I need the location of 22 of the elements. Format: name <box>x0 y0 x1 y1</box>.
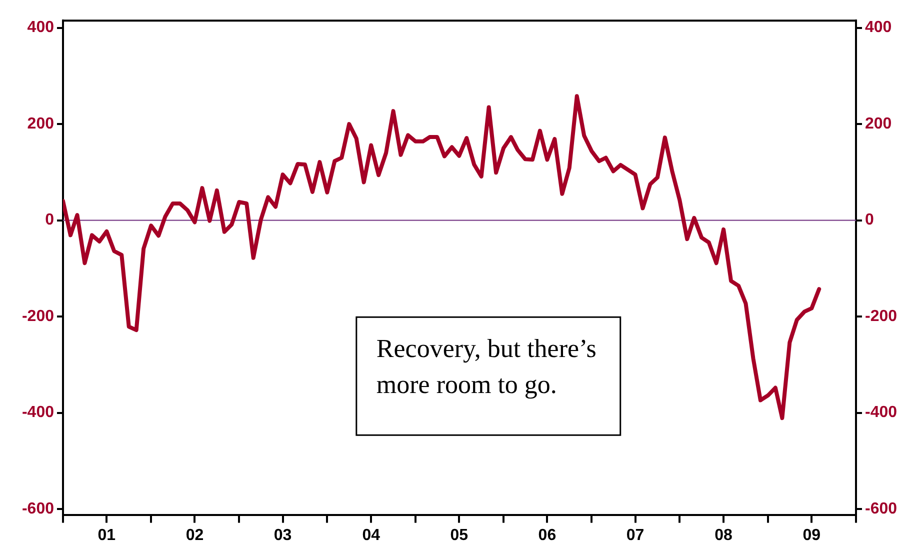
y2-tick-label: 400 <box>865 19 892 36</box>
y2-tick-label: 0 <box>865 212 874 229</box>
y-tick-label: 0 <box>45 212 54 229</box>
x-tick-label: 07 <box>626 526 644 544</box>
y-tick-label: -600 <box>22 500 54 518</box>
y-tick-label: -200 <box>22 308 54 325</box>
y-tick-label: 200 <box>27 115 54 132</box>
x-tick-label: 04 <box>362 526 380 544</box>
x-tick-label: 05 <box>450 526 468 544</box>
y2-tick-label: 200 <box>865 115 892 132</box>
x-tick-label: 03 <box>274 526 292 544</box>
x-tick-label: 02 <box>186 526 204 544</box>
x-tick-label: 09 <box>802 526 821 544</box>
x-tick-label: 01 <box>98 526 116 544</box>
x-tick-label: 06 <box>538 526 556 544</box>
y2-tick-label: -600 <box>865 500 898 518</box>
y-tick-label: -400 <box>22 404 54 422</box>
y-tick-label: 400 <box>27 19 54 36</box>
y2-tick-label: -200 <box>865 308 898 325</box>
annotation: Recovery, but there’s more room to go. <box>376 334 596 399</box>
x-tick-label: 08 <box>714 526 733 544</box>
y2-tick-label: -400 <box>865 404 898 422</box>
